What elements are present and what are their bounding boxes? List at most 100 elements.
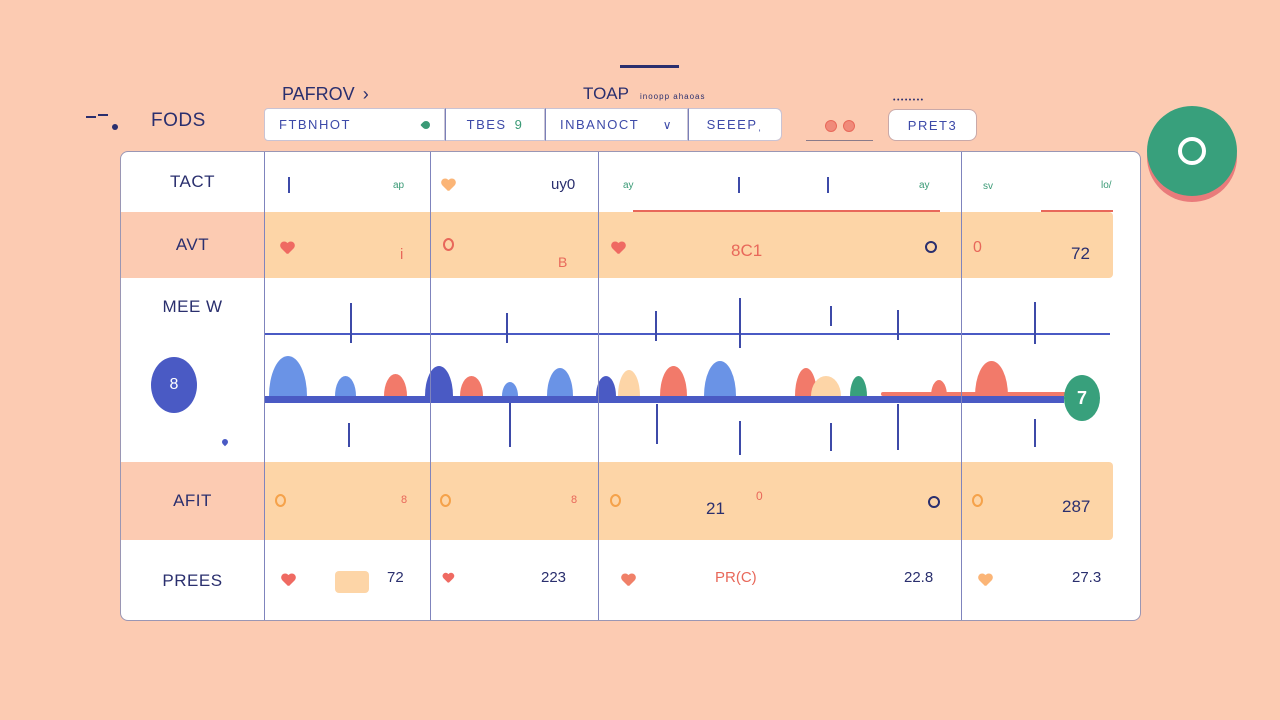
ring-icon	[443, 238, 454, 251]
avatar[interactable]: 8	[151, 357, 197, 413]
table-row[interactable]: AVT i B 8C1 0 72	[121, 212, 1140, 278]
top-indicator-bar	[620, 65, 679, 68]
heart-icon	[611, 242, 625, 254]
timeline-event[interactable]	[975, 361, 1008, 396]
ring-icon	[928, 496, 940, 508]
filter-label: SEEEP	[706, 117, 758, 132]
pin-icon	[220, 437, 230, 447]
tick-mark	[1034, 302, 1036, 344]
tick-mark	[830, 306, 832, 326]
breadcrumb-item[interactable]: PAFROV	[282, 84, 355, 104]
cell-small-text: sv	[983, 181, 993, 192]
timeline-event[interactable]	[269, 356, 307, 396]
row-highlight	[264, 462, 1113, 540]
tick-mark	[350, 303, 352, 343]
timeline-range	[881, 392, 1066, 396]
range-indicator	[1041, 210, 1113, 212]
cell-value: 223	[541, 569, 567, 586]
chevron-right-icon: ›	[362, 84, 369, 104]
ring-icon	[925, 241, 937, 253]
timeline-track-row[interactable]: MEE W 8 7	[121, 278, 1140, 462]
table-row[interactable]: AFIT 8 8 21 0 287	[121, 462, 1140, 540]
info-icon: 9	[514, 117, 524, 132]
timeline-event[interactable]	[660, 366, 687, 396]
section-subtitle: inoopp ahaoas	[640, 92, 706, 101]
timeline-event[interactable]	[460, 376, 483, 396]
circle-icon	[1178, 137, 1206, 165]
filter-dropdown-3[interactable]: INBANOCT ∨	[545, 108, 688, 141]
cell-value: 8	[571, 494, 578, 506]
cell-value: B	[558, 254, 568, 270]
color-swatch	[335, 571, 369, 593]
timeline-event[interactable]	[850, 376, 867, 396]
cell-value: uy0	[551, 176, 576, 193]
ring-icon: 0	[973, 239, 982, 256]
row-label: AVT	[121, 212, 264, 278]
mini-caption: ••••••••	[893, 97, 925, 104]
timeline-event[interactable]	[547, 368, 573, 396]
status-indicators[interactable]	[806, 112, 873, 141]
status-dot-icon	[842, 120, 855, 132]
timeline-event[interactable]	[335, 376, 356, 396]
cell-value: 72	[387, 569, 404, 586]
tick-mark	[348, 423, 350, 447]
chevron-down-icon: ∨	[662, 117, 673, 132]
timeline-end-marker[interactable]: 7	[1064, 375, 1100, 421]
cell-value: i	[400, 246, 404, 263]
row-label: MEE W	[162, 297, 223, 316]
floating-action-button[interactable]	[1147, 106, 1237, 196]
table-row[interactable]: TACT ap uy0 ay ay sv lo/	[121, 152, 1140, 212]
tick-mark	[897, 404, 899, 450]
filter-dropdown-1[interactable]: FTBNHOT	[264, 108, 445, 141]
cell-value: PR(C)	[715, 569, 757, 586]
tick-mark	[288, 177, 290, 193]
timeline-event[interactable]	[704, 361, 736, 396]
tick-mark	[827, 177, 829, 193]
tick-mark	[739, 421, 741, 455]
cell-value: 22.8	[904, 569, 934, 586]
column-divider	[264, 152, 265, 620]
column-divider	[430, 152, 431, 620]
filter-label: INBANOCT	[560, 117, 640, 132]
heart-icon	[442, 573, 453, 583]
tick-mark	[738, 177, 740, 193]
reset-button[interactable]: PRET3	[888, 109, 977, 141]
tag-icon	[420, 118, 432, 131]
ring-icon	[275, 494, 286, 507]
cell-value: 8C1	[731, 241, 763, 260]
timeline-gridline	[264, 333, 1110, 335]
cell-value: 8	[401, 494, 408, 506]
cell-small-text: ay	[919, 180, 930, 191]
row-label: PREES	[162, 571, 223, 590]
cell-value: 287	[1062, 497, 1091, 516]
badge: 0	[756, 489, 763, 503]
timeline-event[interactable]	[811, 376, 841, 396]
filter-dropdown-2[interactable]: TBES 9	[445, 108, 545, 141]
heart-icon	[621, 574, 635, 586]
filter-dropdown-4[interactable]: SEEEP ˌ	[688, 108, 782, 141]
heart-icon	[281, 574, 295, 586]
app-title: FODS	[151, 110, 206, 131]
timeline-event[interactable]	[596, 376, 616, 396]
cell-small-text: lo/	[1101, 180, 1112, 191]
row-highlight	[264, 212, 1113, 278]
table-row[interactable]: PREES 72 223 PR(C) 22.8 27.3	[121, 540, 1140, 620]
tick-mark	[506, 313, 508, 343]
row-label: AFIT	[121, 462, 264, 540]
cell-small-text: ap	[393, 180, 405, 191]
timeline-event[interactable]	[618, 370, 640, 396]
schedule-table: TACT ap uy0 ay ay sv lo/ AVT i B 8C1 0 7…	[120, 151, 1141, 621]
tick-mark	[509, 401, 511, 447]
cell-value: 27.3	[1072, 569, 1102, 586]
filter-bar: FTBNHOT TBES 9 INBANOCT ∨ SEEEP ˌ	[264, 108, 782, 141]
breadcrumb[interactable]: PAFROV ›	[282, 84, 369, 105]
status-dot-icon	[824, 120, 837, 132]
tick-mark	[1034, 419, 1036, 447]
filter-label: FTBNHOT	[279, 117, 351, 132]
menu-icon[interactable]	[86, 108, 122, 134]
tick-mark	[897, 310, 899, 340]
tick-mark	[739, 298, 741, 348]
timeline-event[interactable]	[502, 382, 518, 396]
timeline-event[interactable]	[384, 374, 407, 396]
cell-value: 72	[1071, 244, 1090, 263]
